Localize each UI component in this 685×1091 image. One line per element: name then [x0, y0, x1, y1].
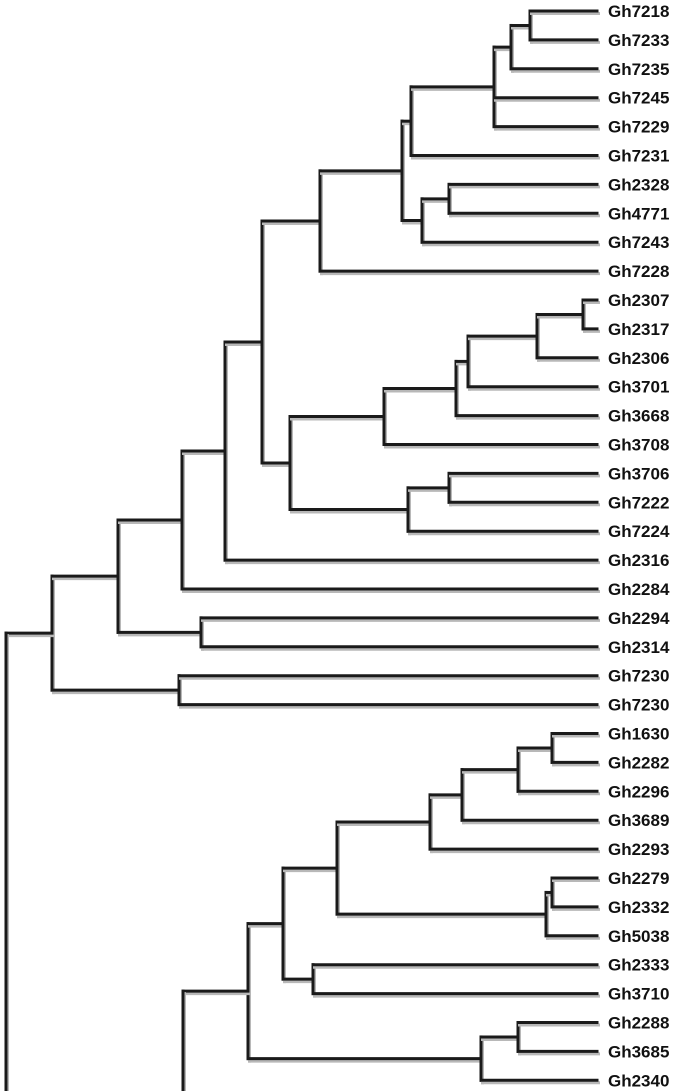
leaf-label: Gh3668 [608, 407, 669, 426]
leaf-label: Gh2306 [608, 349, 669, 368]
leaf-label: Gh2288 [608, 1014, 669, 1033]
leaf-label: Gh2333 [608, 956, 669, 975]
leaf-label: Gh2284 [608, 580, 670, 599]
leaf-label: Gh7233 [608, 31, 669, 50]
leaf-label: Gh2294 [608, 609, 670, 628]
leaf-label: Gh5038 [608, 927, 669, 946]
leaf-label: Gh7228 [608, 262, 669, 281]
leaf-label: Gh7222 [608, 493, 669, 512]
leaf-label: Gh7229 [608, 118, 669, 137]
leaf-label: Gh7245 [608, 89, 669, 108]
leaf-label: Gh2316 [608, 551, 669, 570]
leaf-labels: Gh7218 Gh7233 Gh7235 Gh7245 Gh7229 Gh7231 Gh23… [608, 2, 670, 1090]
leaf-label: Gh7224 [608, 522, 670, 541]
leaf-label: Gh7243 [608, 233, 669, 252]
leaf-label: Gh3685 [608, 1042, 669, 1061]
leaf-label: Gh3708 [608, 436, 669, 455]
leaf-label: Gh1630 [608, 725, 669, 744]
leaf-label: Gh7230 [608, 696, 669, 715]
tree-branches [4, 9, 600, 1091]
leaf-label: Gh7235 [608, 60, 669, 79]
leaf-label: Gh7231 [608, 147, 669, 166]
leaf-label: Gh7230 [608, 667, 669, 686]
leaf-label: Gh2314 [608, 638, 670, 657]
leaf-label: Gh2328 [608, 175, 669, 194]
leaf-label: Gh2293 [608, 840, 669, 859]
leaf-label: Gh2332 [608, 898, 669, 917]
leaf-label: Gh3706 [608, 464, 669, 483]
leaf-label: Gh2317 [608, 320, 669, 339]
leaf-label: Gh2279 [608, 869, 669, 888]
leaf-label: Gh2282 [608, 753, 669, 772]
leaf-label: Gh3701 [608, 378, 669, 397]
leaf-label: Gh2340 [608, 1071, 669, 1090]
leaf-label: Gh2307 [608, 291, 669, 310]
leaf-label: Gh2296 [608, 782, 669, 801]
leaf-label: Gh3689 [608, 811, 669, 830]
leaf-label: Gh3710 [608, 985, 669, 1004]
leaf-label: Gh4771 [608, 204, 669, 223]
leaf-label: Gh7218 [608, 2, 669, 21]
